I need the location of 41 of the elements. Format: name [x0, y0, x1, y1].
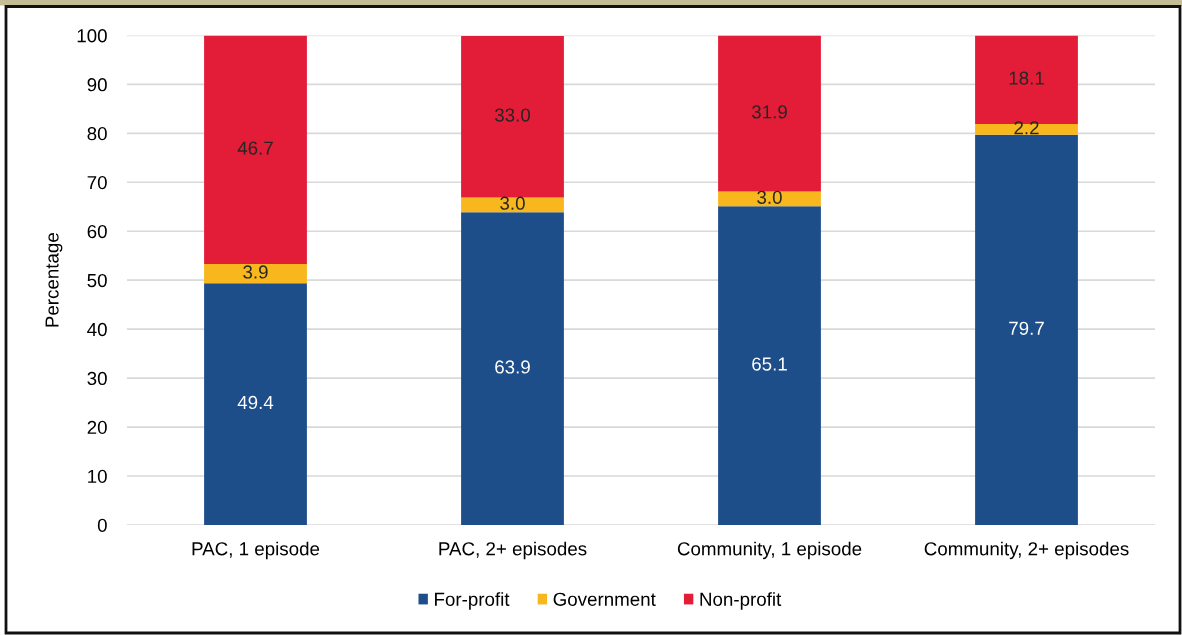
x-tick-label: PAC, 1 episode [192, 541, 320, 560]
data-label: 65.1 [752, 357, 787, 371]
y-tick-label: 20 [87, 420, 107, 435]
bar [718, 35, 821, 192]
data-label: 18.1 [1009, 71, 1044, 85]
data-label: 49.4 [237, 395, 274, 410]
bar [461, 197, 564, 213]
bar [461, 212, 564, 525]
legend-label: Non-profit [700, 592, 782, 610]
y-tick-label: 40 [87, 322, 107, 337]
data-label: 3.0 [757, 190, 782, 204]
y-axis-title: Percentage [45, 233, 63, 327]
bar [204, 35, 307, 265]
y-tick-label: 90 [87, 78, 107, 92]
data-label: 33.0 [494, 108, 531, 122]
y-tick-label: 70 [87, 175, 107, 190]
data-label: 2.2 [1014, 121, 1039, 135]
legend-label: For-profit [435, 592, 510, 610]
y-tick-label: 0 [97, 518, 107, 532]
y-tick-label: 10 [88, 469, 107, 484]
data-label: 3.0 [500, 196, 525, 210]
x-tick-label: PAC, 2+ episodes [439, 541, 587, 560]
bar [204, 264, 307, 284]
data-label: 46.7 [237, 141, 273, 155]
y-tick-label: 50 [87, 273, 107, 288]
legend-label: Government [553, 592, 656, 606]
y-tick-label: 100 [77, 29, 107, 43]
bar [975, 134, 1078, 525]
x-tick-label: Community, 1 episode [677, 541, 862, 560]
data-label: 31.9 [751, 105, 787, 119]
x-tick-label: Community, 2+ episodes [924, 541, 1129, 560]
data-label: 79.7 [1009, 321, 1044, 335]
data-label: 3.9 [243, 265, 268, 279]
data-label: 63.9 [495, 360, 530, 374]
y-tick-label: 60 [87, 224, 107, 239]
bar [718, 191, 821, 207]
y-tick-label: 30 [87, 371, 107, 386]
bar [204, 283, 307, 525]
y-tick-label: 80 [87, 127, 107, 141]
bar [461, 35, 564, 198]
bar [718, 206, 821, 525]
